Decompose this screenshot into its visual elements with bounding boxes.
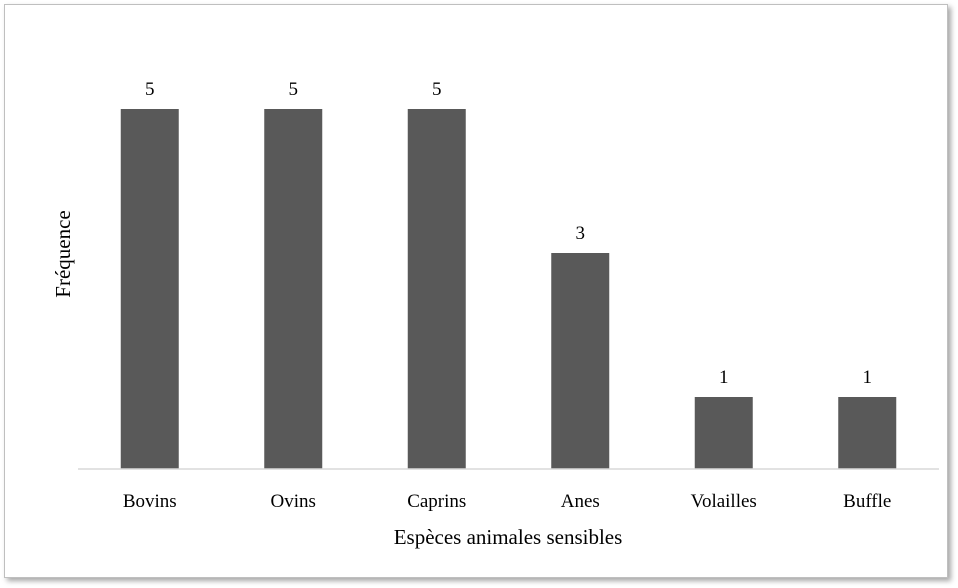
value-label-ovins: 5 <box>289 79 299 100</box>
value-labels-group: 5 5 5 3 1 1 <box>145 79 872 388</box>
bar-bovins <box>121 109 179 469</box>
tick-label-ovins: Ovins <box>271 491 316 512</box>
value-label-anes: 3 <box>576 223 586 244</box>
tick-label-buffle: Buffle <box>843 491 891 512</box>
y-axis-title: Fréquence <box>51 210 75 297</box>
bar-buffle <box>838 397 896 469</box>
tick-label-bovins: Bovins <box>123 491 177 512</box>
value-label-caprins: 5 <box>432 79 442 100</box>
value-label-volailles: 1 <box>719 367 729 388</box>
tick-label-anes: Anes <box>561 491 600 512</box>
value-label-buffle: 1 <box>863 367 873 388</box>
value-label-bovins: 5 <box>145 79 155 100</box>
x-axis-title: Espèces animales sensibles <box>394 525 623 549</box>
bar-volailles <box>695 397 753 469</box>
bars-group <box>121 109 897 469</box>
tick-label-volailles: Volailles <box>691 491 757 512</box>
bar-caprins <box>408 109 466 469</box>
tick-labels-group: Bovins Ovins Caprins Anes Volailles Buffle <box>123 491 892 512</box>
bar-anes <box>551 253 609 469</box>
tick-label-caprins: Caprins <box>407 491 466 512</box>
bar-ovins <box>264 109 322 469</box>
